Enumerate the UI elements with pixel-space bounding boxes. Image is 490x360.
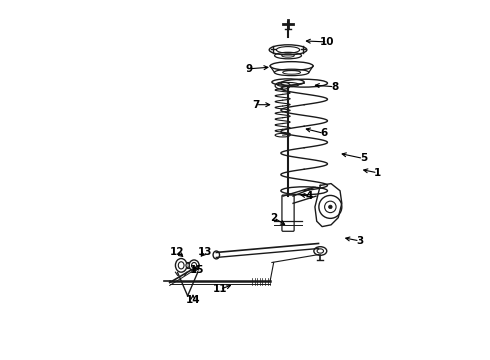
Text: 12: 12 [170,247,184,257]
Text: 13: 13 [198,247,213,257]
Text: 11: 11 [213,284,227,294]
Text: 4: 4 [306,191,313,201]
Ellipse shape [186,263,190,267]
Text: 7: 7 [252,100,259,110]
Text: 1: 1 [374,168,381,178]
Text: 14: 14 [186,295,200,305]
Text: 9: 9 [245,64,252,74]
Circle shape [329,205,332,209]
Text: 8: 8 [331,82,338,92]
Text: 3: 3 [356,236,364,246]
Text: 5: 5 [360,153,367,163]
Text: 10: 10 [320,37,335,47]
Text: 15: 15 [189,265,204,275]
Text: 2: 2 [270,213,277,222]
Text: 6: 6 [320,129,327,138]
